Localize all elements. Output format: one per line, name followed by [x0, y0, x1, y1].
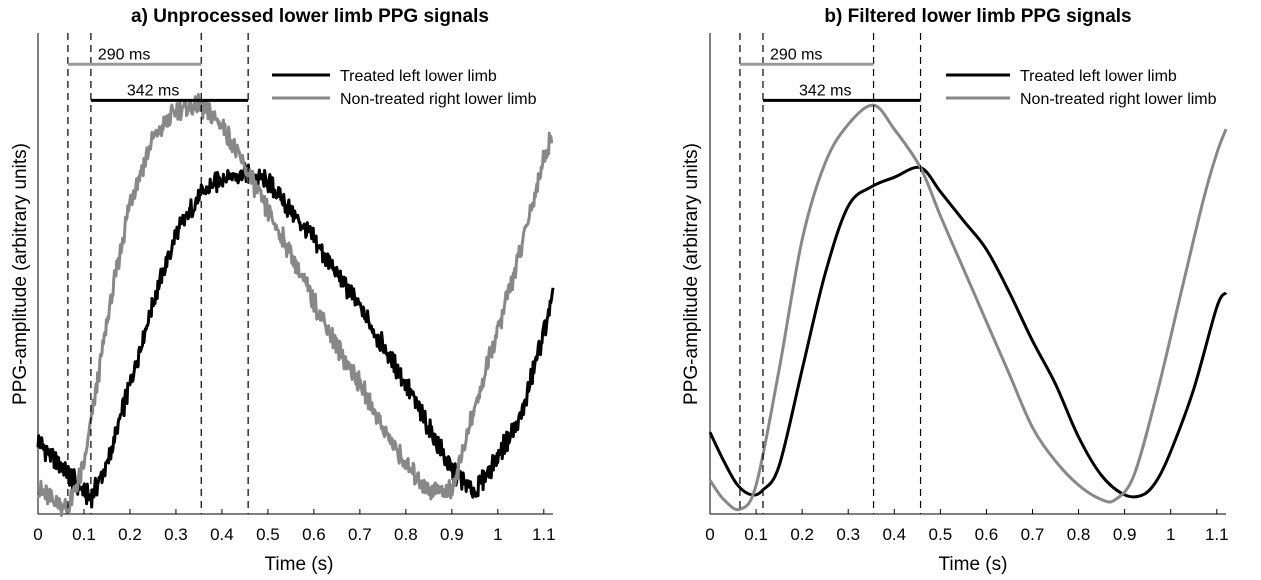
x-tick-label: 0.7 [1021, 525, 1045, 544]
x-tick-label: 1.1 [532, 525, 556, 544]
x-tick-label: 0.7 [348, 525, 372, 544]
series-line [36, 161, 555, 509]
x-axis-label: Time (s) [265, 554, 334, 575]
x-tick-label: 0.9 [440, 525, 464, 544]
x-axis-label: Time (s) [939, 554, 1008, 575]
x-tick-label: 0.1 [744, 525, 768, 544]
x-tick-label: 0.9 [1113, 525, 1137, 544]
y-axis-label: PPG-amplitude (arbitrary units) [681, 143, 702, 405]
y-axis-label: PPG-amplitude (arbitrary units) [10, 143, 31, 405]
x-tick-label: 0.5 [256, 525, 280, 544]
x-tick-label: 0.2 [790, 525, 814, 544]
x-tick-label: 1.1 [1205, 525, 1229, 544]
panel-filtered: b) Filtered lower limb PPG signals Time … [681, 6, 1229, 575]
legend-label: Treated left lower limb [340, 68, 497, 85]
x-tick-label: 0.8 [1067, 525, 1091, 544]
x-tick-label: 1 [493, 525, 502, 544]
interval-label: 290 ms [98, 46, 150, 63]
x-tick-label: 0.3 [836, 525, 860, 544]
x-tick-label: 0 [705, 525, 714, 544]
x-tick-label: 0.5 [929, 525, 953, 544]
panel-unprocessed: a) Unprocessed lower limb PPG signals Ti… [10, 6, 556, 575]
x-tick-label: 0.1 [72, 525, 96, 544]
x-tick-label: 1 [1166, 525, 1175, 544]
interval-label: 342 ms [127, 82, 179, 99]
chart-title: a) Unprocessed lower limb PPG signals [131, 6, 489, 27]
x-tick-label: 0.4 [882, 525, 906, 544]
interval-label: 290 ms [770, 46, 822, 63]
x-tick-label: 0.6 [975, 525, 999, 544]
legend-label: Non-treated right lower limb [340, 91, 537, 108]
x-tick-label: 0.8 [394, 525, 418, 544]
x-tick-label: 0.2 [118, 525, 142, 544]
x-tick-label: 0.4 [210, 525, 234, 544]
series-line [708, 103, 1228, 512]
x-tick-label: 0.6 [302, 525, 326, 544]
legend-label: Non-treated right lower limb [1020, 91, 1217, 108]
legend-label: Treated left lower limb [1020, 68, 1177, 85]
x-tick-label: 0 [33, 525, 42, 544]
interval-label: 342 ms [799, 82, 851, 99]
x-tick-label: 0.3 [164, 525, 188, 544]
series-line [36, 92, 554, 517]
series-line [708, 165, 1228, 499]
chart-title: b) Filtered lower limb PPG signals [824, 6, 1131, 27]
